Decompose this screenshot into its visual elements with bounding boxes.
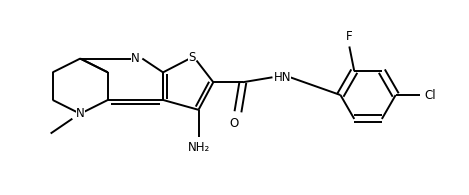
- Text: O: O: [229, 117, 239, 130]
- Text: NH₂: NH₂: [188, 141, 210, 154]
- Text: F: F: [346, 30, 353, 43]
- Text: Cl: Cl: [424, 89, 436, 102]
- Text: N: N: [76, 107, 84, 120]
- Text: HN: HN: [273, 71, 291, 84]
- Text: N: N: [131, 52, 140, 65]
- Text: S: S: [188, 51, 195, 64]
